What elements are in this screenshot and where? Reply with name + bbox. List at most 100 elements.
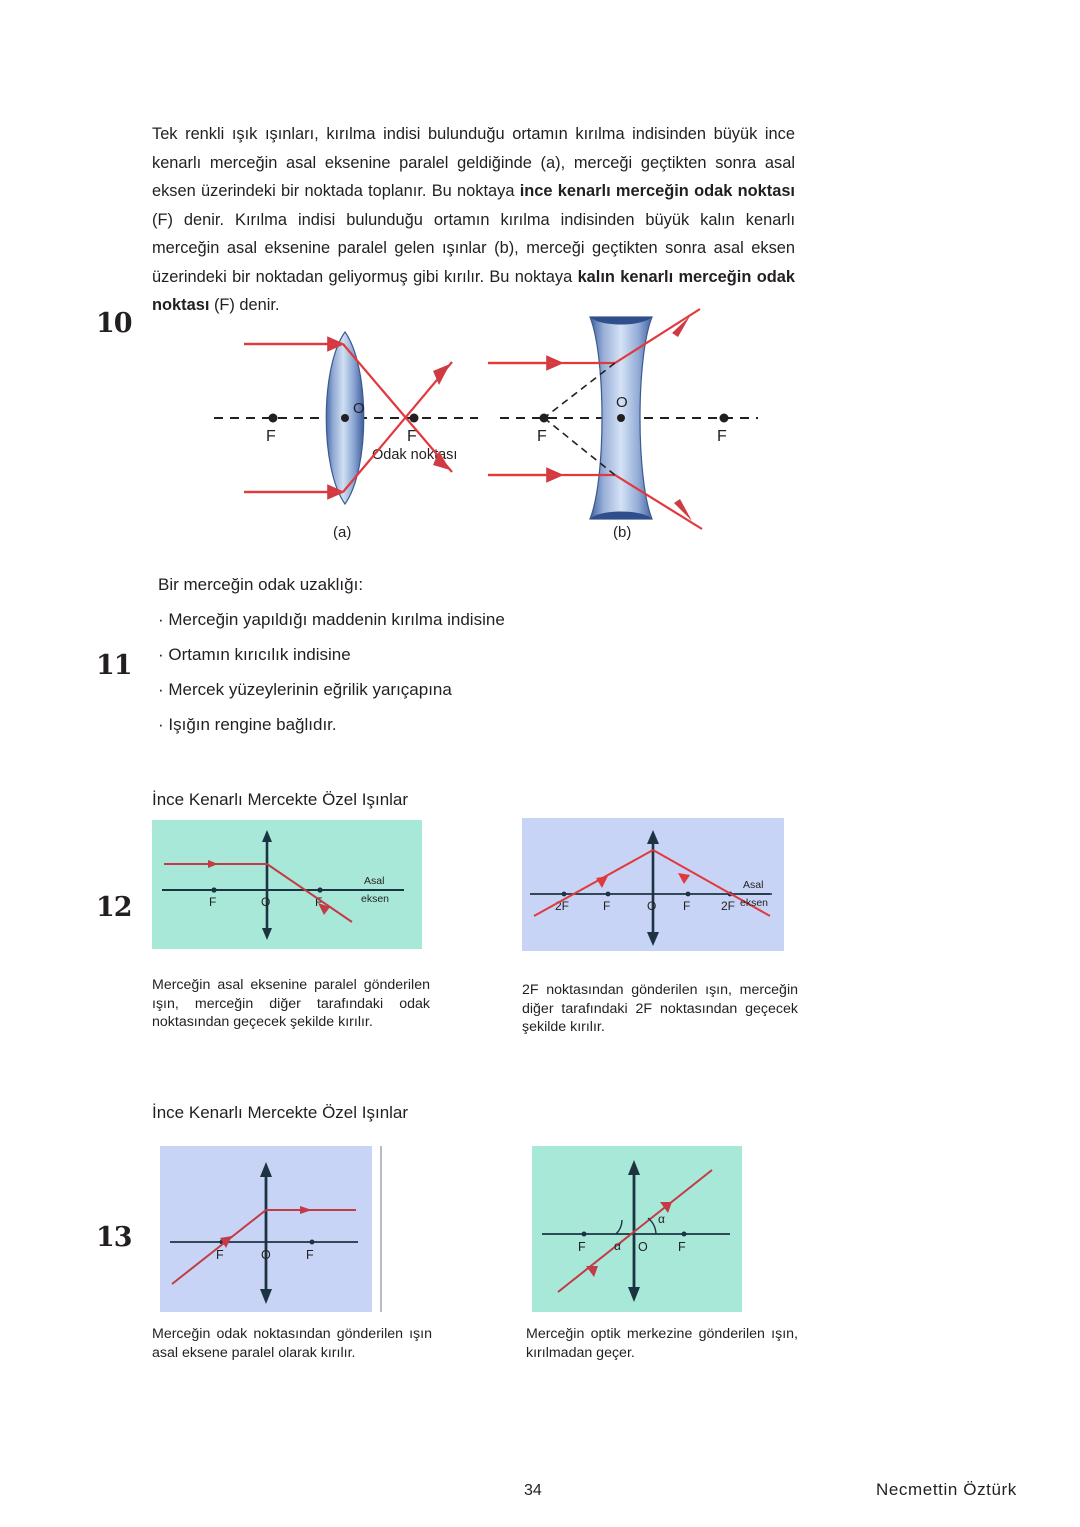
caption-optical-centre-ray: Merceğin optik merkezine gönderilen ışın… — [526, 1326, 798, 1361]
concave-lens-bottom-rim — [590, 511, 652, 519]
label-F-left-13r: F — [578, 1240, 586, 1254]
label-F-left-12r: F — [603, 899, 610, 913]
label-F-right-13r: F — [678, 1240, 686, 1254]
incoming-ray-12r — [533, 849, 654, 917]
list-intro: Bir merceğin odak uzaklığı: — [158, 575, 364, 594]
label-eksen-12r: eksen — [740, 897, 768, 909]
intro-paragraph: Tek renkli ışık ışınları, kırılma indisi… — [152, 120, 795, 320]
list-item: · Mercek yüzeylerinin eğrilik yarıçapına — [158, 680, 452, 699]
figure-caption-a: (a) — [333, 524, 352, 541]
focal-point-right-dot-a — [409, 413, 419, 423]
panel-divider — [380, 1146, 382, 1312]
refracted-ray-upper-a-arrow — [433, 451, 450, 470]
focal-point-left-dot-a — [268, 413, 278, 423]
undeviated-ray-13r — [557, 1169, 713, 1293]
angle-arc-left-13r — [615, 1219, 623, 1235]
figure-lenses-row: O F F Odak noktası — [200, 305, 820, 555]
lens-arrow-down-12r — [647, 932, 659, 946]
incoming-ray-13l — [171, 1209, 267, 1285]
page-number: 34 — [524, 1482, 542, 1499]
focal-ray-diagram-svg: F O F — [170, 1162, 358, 1304]
label-F-right-a: F — [407, 428, 417, 445]
label-alpha-left-13r: α — [614, 1239, 621, 1253]
label-F-right-12l: F — [315, 895, 322, 909]
label-O-12l: O — [261, 895, 270, 909]
label-O-12r: O — [647, 899, 656, 913]
focal-point-right-dot-b — [719, 413, 729, 423]
focal-dot-left-12l — [211, 887, 217, 893]
incoming-ray-arrow-12l — [208, 860, 218, 868]
label-asal-12r: Asal — [743, 879, 763, 891]
lens-diagrams-svg: O F F Odak noktası — [214, 308, 758, 530]
refracted-ray-lower-a-arrow — [433, 364, 450, 385]
paragraph-part-3: (F) denir. — [209, 296, 280, 314]
diagram-panel-focal-ray: F O F — [160, 1146, 372, 1312]
undeviated-ray-arrow-upper-13r — [660, 1202, 672, 1213]
paragraph-part-1: Tek renkli ışık ışınları, kırılma indisi… — [152, 125, 795, 200]
label-odak-noktasi: Odak noktası — [372, 447, 457, 463]
lens-arrow-up-12r — [647, 830, 659, 844]
caption-focal-ray: Merceğin odak noktasından gönderilen ışı… — [152, 1326, 432, 1361]
refracted-ray-12r — [652, 849, 771, 917]
focal-dot-left-13r — [581, 1231, 587, 1237]
focal-dot-right-13r — [681, 1231, 687, 1237]
label-O-a: O — [353, 400, 365, 417]
concave-lens-top-rim — [590, 317, 652, 325]
lens-arrow-down-13r — [628, 1287, 640, 1302]
list-item: · Işığın rengine bağlıdır. — [158, 715, 337, 734]
refracted-ray-arrow-13l — [300, 1206, 312, 1214]
label-alpha-right-13r: α — [658, 1212, 665, 1226]
caption-parallel-ray: Merceğin asal eksenine paralel gönderile… — [152, 977, 430, 1030]
label-F-right-13l: F — [306, 1248, 314, 1262]
label-asal-12l: Asal — [364, 875, 384, 887]
refracted-ray-arrow-12l — [318, 903, 330, 915]
paragraph-part-2: (F) denir. Kırılma indisi bulunduğu orta… — [152, 210, 795, 286]
caption-2f-ray: 2F noktasından gönderilen ışın, merceğin… — [522, 982, 798, 1035]
lens-arrow-up-13r — [628, 1160, 640, 1175]
author-name: Necmettin Öztürk — [876, 1480, 1017, 1499]
optical-centre-dot-a — [341, 414, 349, 422]
optical-centre-ray-diagram-svg: F O F α α — [542, 1160, 730, 1302]
focal-dot-right-12l — [317, 887, 323, 893]
diagram-panel-parallel-ray: F O F Asal eksen — [152, 820, 422, 949]
label-F-right-b: F — [717, 428, 727, 445]
two-f-dot-left-12r — [561, 891, 567, 897]
margin-number-12: 12 — [96, 892, 133, 923]
diagram-panel-2f-ray: 2F F O F 2F Asal eksen — [522, 818, 784, 951]
label-eksen-12l: eksen — [361, 893, 389, 905]
incoming-ray-arrow-12r — [596, 876, 608, 888]
margin-number-11: 11 — [96, 650, 133, 681]
list-item: · Merceğin yapıldığı maddenin kırılma in… — [158, 610, 505, 629]
label-F-right-12r: F — [683, 899, 690, 913]
margin-number-10: 10 — [96, 308, 133, 339]
refracted-ray-arrow-12r — [678, 873, 690, 884]
focal-dot-right-13l — [309, 1239, 315, 1245]
undeviated-ray-arrow-lower-13r — [586, 1266, 598, 1277]
margin-number-13: 13 — [96, 1222, 133, 1253]
diverged-ray-lower-b — [614, 474, 703, 530]
incoming-ray-arrow-13l — [220, 1236, 232, 1248]
refracted-ray-lower-a — [342, 361, 453, 493]
paragraph-bold-1: ince kenarlı merceğin odak noktası — [519, 182, 795, 200]
label-F-left-a: F — [266, 428, 276, 445]
section-heading-12: İnce Kenarlı Mercekte Özel Işınlar — [152, 790, 409, 809]
focal-dot-left-12r — [605, 891, 611, 897]
converging-lens-figure: O F F Odak noktası — [214, 330, 478, 506]
figure-caption-b: (b) — [613, 524, 632, 541]
focal-length-list: Bir merceğin odak uzaklığı: · Merceğin y… — [158, 574, 678, 749]
label-F-left-12l: F — [209, 895, 216, 909]
lens-arrow-up-13l — [260, 1162, 272, 1177]
label-O-13r: O — [638, 1240, 648, 1254]
focal-dot-right-12r — [685, 891, 691, 897]
label-O-13l: O — [261, 1248, 271, 1262]
paragraph-bold-2: kalın kenarlı merceğin odak noktası — [152, 267, 795, 315]
diverged-ray-upper-b — [614, 308, 701, 364]
diverged-ray-lower-b-arrow — [674, 499, 692, 521]
angle-arc-right-13r — [647, 1217, 657, 1235]
list-item: · Ortamın kırıcılık indisine — [158, 645, 351, 664]
lens-arrow-down-13l — [260, 1289, 272, 1304]
lens-arrow-down-12l — [262, 928, 272, 940]
parallel-ray-diagram-svg: F O F Asal eksen — [162, 830, 404, 940]
refracted-ray-12l — [266, 863, 353, 923]
